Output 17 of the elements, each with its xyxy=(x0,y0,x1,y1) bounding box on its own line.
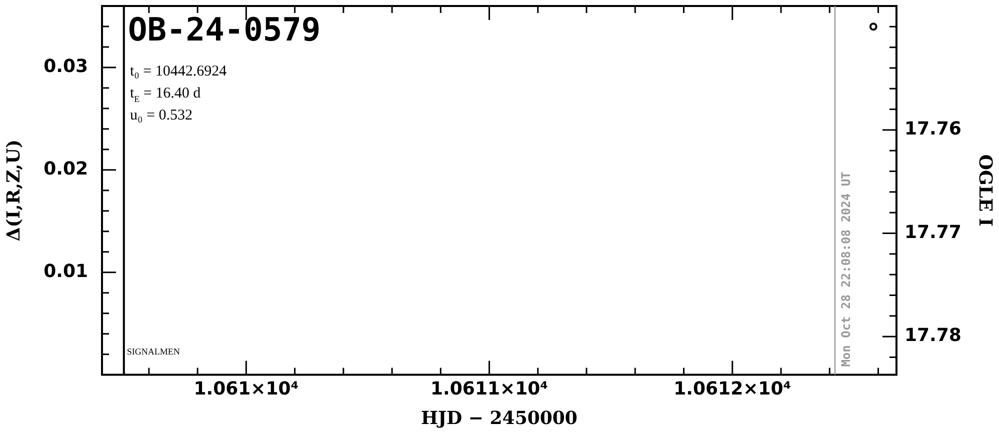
y-tick-label: 0.02 xyxy=(44,158,88,180)
x-tick-label: 1.061×10⁴ xyxy=(194,378,299,400)
x-axis-title: HJD − 2450000 xyxy=(421,408,578,429)
x-tick-label: 1.0612×10⁴ xyxy=(674,378,792,400)
ref-line-label: SIGNALMEN xyxy=(126,346,180,357)
y2-axis-title: OGLE I xyxy=(974,154,996,226)
y-tick-label: 0.03 xyxy=(44,56,88,78)
y2-tick-label: 17.78 xyxy=(904,325,962,346)
annotation: t₀ = 10442.6924 xyxy=(130,63,228,80)
annotation: Mon Oct 28 22:08:08 2024 UT xyxy=(839,172,854,367)
y2-tick-label: 17.77 xyxy=(904,222,962,243)
y-axis-title: Δ(I,R,Z,U) xyxy=(3,140,24,242)
x-tick-label: 1.0611×10⁴ xyxy=(430,378,548,400)
annotation: u₀ = 0.532 xyxy=(130,107,192,124)
y-tick-label: 0.01 xyxy=(44,261,88,282)
chart-title: OB-24-0579 xyxy=(128,10,321,48)
y2-tick-label: 17.76 xyxy=(904,118,962,140)
